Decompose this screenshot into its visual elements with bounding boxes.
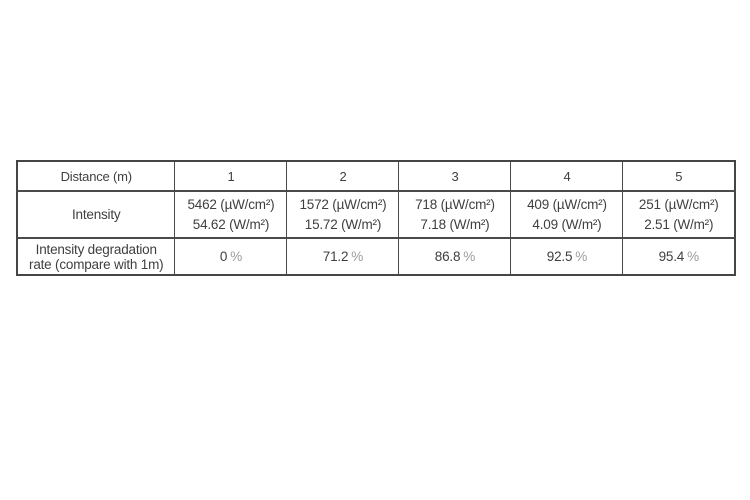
intensity-cell-1: 5462 (µW/cm²) 54.62 (W/m²) xyxy=(174,190,288,239)
intensity-cell-4: 409 (µW/cm²) 4.09 (W/m²) xyxy=(510,190,624,239)
degradation-cell-4: 92.5% xyxy=(510,237,624,276)
intensity-cell-3: 718 (µW/cm²) 7.18 (W/m²) xyxy=(398,190,512,239)
degradation-value: 92.5 xyxy=(546,249,573,264)
degradation-label-line2: rate (compare with 1m) xyxy=(29,256,164,272)
distance-label-cell: Distance (m) xyxy=(16,160,176,192)
intensity-wm2-value: 54.62 (W/m²) xyxy=(192,216,270,232)
table-row-intensity: Intensity 5462 (µW/cm²) 54.62 (W/m²) 157… xyxy=(16,190,736,239)
intensity-wm2-value: 15.72 (W/m²) xyxy=(304,216,382,232)
percent-sign: % xyxy=(687,249,699,264)
intensity-uwcm2-value: 5462 (µW/cm²) xyxy=(187,196,275,212)
intensity-wm2-value: 7.18 (W/m²) xyxy=(420,216,490,232)
distance-value-cell-2: 2 xyxy=(286,160,400,192)
intensity-wm2-value: 4.09 (W/m²) xyxy=(532,216,602,232)
degradation-value: 71.2 xyxy=(322,249,349,264)
degradation-label-line1: Intensity degradation xyxy=(35,241,157,257)
degradation-cell-5: 95.4% xyxy=(622,237,736,276)
degradation-cell-1: 0% xyxy=(174,237,288,276)
intensity-label-cell: Intensity xyxy=(16,190,176,239)
table-row-degradation: Intensity degradation rate (compare with… xyxy=(16,237,736,276)
percent-sign: % xyxy=(230,249,243,264)
intensity-uwcm2-value: 409 (µW/cm²) xyxy=(527,196,607,212)
intensity-uwcm2-value: 251 (µW/cm²) xyxy=(638,196,719,212)
degradation-label-cell: Intensity degradation rate (compare with… xyxy=(16,237,176,276)
degradation-cell-2: 71.2% xyxy=(286,237,400,276)
intensity-wm2-value: 2.51 (W/m²) xyxy=(644,216,714,232)
distance-value-cell-3: 3 xyxy=(398,160,512,192)
intensity-uwcm2-value: 718 (µW/cm²) xyxy=(415,196,495,212)
intensity-cell-5: 251 (µW/cm²) 2.51 (W/m²) xyxy=(622,190,736,239)
degradation-cell-3: 86.8% xyxy=(398,237,512,276)
table-row-distance: Distance (m) 1 2 3 4 5 xyxy=(16,160,736,192)
percent-sign: % xyxy=(463,249,476,264)
distance-value-cell-5: 5 xyxy=(622,160,736,192)
intensity-uwcm2-value: 1572 (µW/cm²) xyxy=(299,196,387,212)
distance-value-cell-1: 1 xyxy=(174,160,288,192)
degradation-value: 86.8 xyxy=(434,249,461,264)
intensity-table: Distance (m) 1 2 3 4 5 Intensity 5462 (µ… xyxy=(16,160,736,276)
percent-sign: % xyxy=(351,249,364,264)
distance-value-cell-4: 4 xyxy=(510,160,624,192)
intensity-cell-2: 1572 (µW/cm²) 15.72 (W/m²) xyxy=(286,190,400,239)
degradation-value: 95.4 xyxy=(658,249,685,264)
degradation-value: 0 xyxy=(219,249,228,264)
percent-sign: % xyxy=(575,249,588,264)
